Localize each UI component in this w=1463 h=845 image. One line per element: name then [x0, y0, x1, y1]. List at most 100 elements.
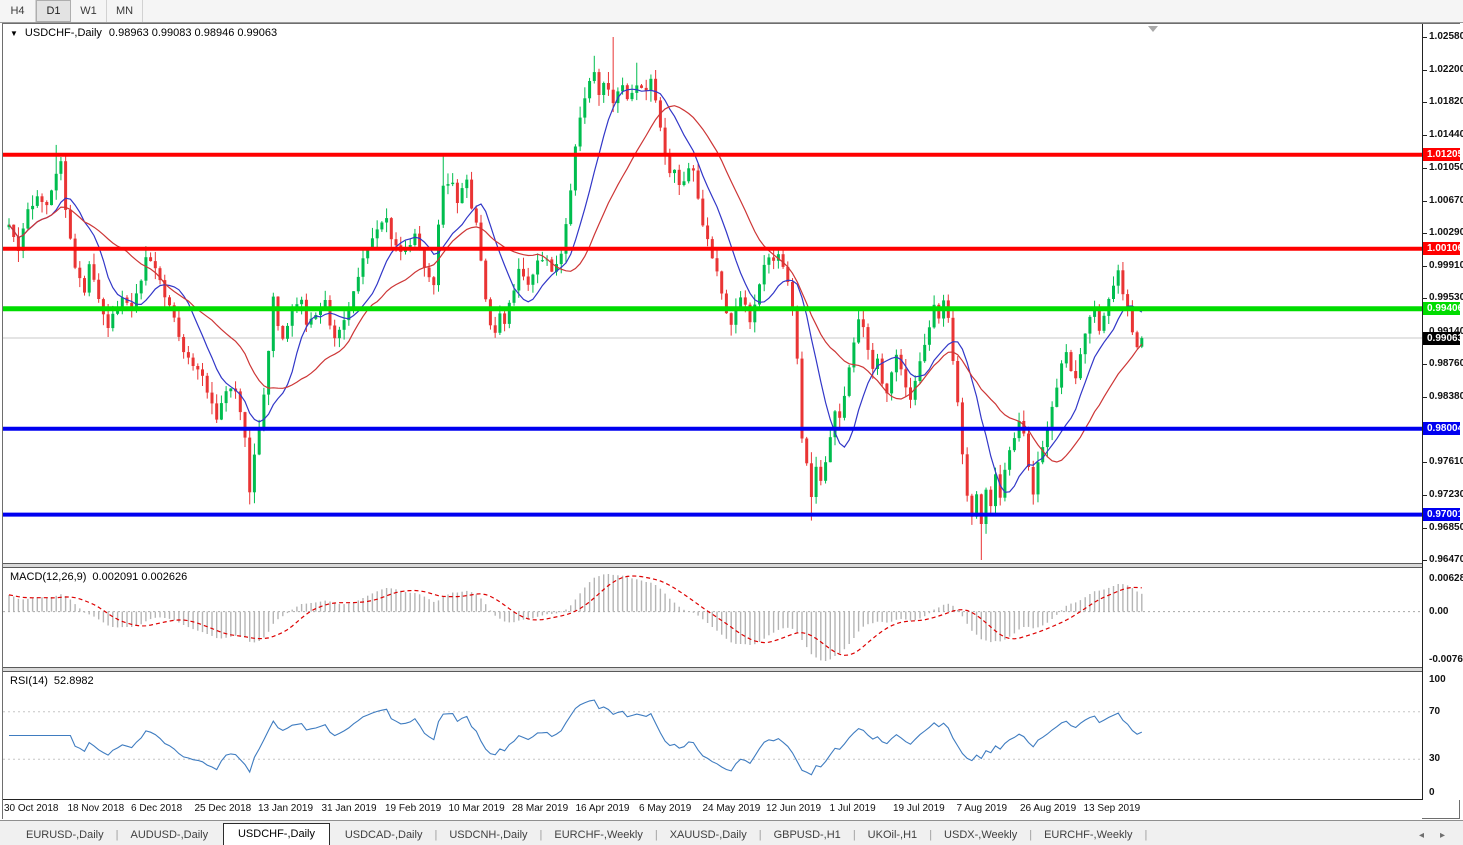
candlestick-canvas[interactable]: [3, 24, 1422, 563]
timeframe-toolbar: H4 D1 W1 MN: [0, 0, 1463, 23]
axis-tick: [1423, 168, 1427, 169]
tab-separator: |: [115, 829, 119, 841]
date-tick-label: 30 Oct 2018: [4, 803, 59, 814]
macd-label: MACD(12,26,9) 0.002091 0.002626: [10, 571, 188, 583]
date-tick-label: 13 Sep 2019: [1083, 803, 1141, 814]
date-tick-label: 19 Jul 2019: [893, 803, 945, 814]
current-price-tag: 0.99063: [1423, 331, 1463, 345]
tabs-scroll-left-icon[interactable]: ◂: [1418, 830, 1424, 841]
axis-tick: [1423, 37, 1427, 38]
main-chart-area[interactable]: ▼ USDCHF-,Daily 0.98963 0.99083 0.98946 …: [3, 24, 1422, 563]
axis-tick: [1423, 462, 1427, 464]
chevron-down-icon[interactable]: ▼: [10, 28, 18, 38]
chart-tab-2[interactable]: USDCHF-,Daily: [222, 823, 330, 845]
date-tick-label: 28 Mar 2019: [512, 803, 569, 814]
price-tick-label: 1.01050: [1429, 162, 1463, 173]
time-axis[interactable]: 30 Oct 2018 18 Nov 2018 6 Dec 2018 25 Dec 2…: [3, 799, 1422, 819]
macd-axis-max: 0.006286: [1429, 573, 1463, 584]
axis-tick: [1423, 233, 1427, 234]
tab-separator: |: [929, 829, 933, 841]
axis-tick: [1423, 527, 1427, 529]
date-tick-label: 26 Aug 2019: [1020, 803, 1077, 814]
sr-price-tag: 1.00106: [1423, 242, 1463, 256]
price-tick-label: 1.00670: [1429, 194, 1463, 206]
rsi-axis-100: 100: [1429, 674, 1446, 685]
macd-signal-line: [8, 575, 1142, 656]
price-tick-label: 0.97610: [1429, 456, 1463, 468]
tab-separator: |: [1144, 829, 1148, 841]
date-tick-label: 24 May 2019: [702, 803, 761, 814]
price-tick-label: 0.96470: [1429, 554, 1463, 565]
date-tick-label: 18 Nov 2018: [67, 803, 125, 814]
date-tick-label: 12 Jun 2019: [766, 803, 822, 814]
price-axis[interactable]: 1.02580 1.02200 1.01820 1.01440 1.01050 1.006…: [1422, 24, 1463, 800]
date-tick-label: 6 May 2019: [639, 803, 692, 814]
timeframe-button-h4[interactable]: H4: [0, 0, 36, 22]
tab-separator: |: [1029, 829, 1033, 841]
chart-tab-1[interactable]: AUDUSD-,Daily: [130, 829, 209, 841]
price-tick-label: 1.00290: [1429, 227, 1463, 238]
price-tick-label: 0.99910: [1429, 259, 1463, 271]
rsi-label: RSI(14) 52.8982: [10, 675, 94, 687]
timeframe-button-d1[interactable]: D1: [36, 0, 71, 22]
moving-average: [8, 88, 1143, 493]
date-tick-label: 6 Dec 2018: [131, 803, 183, 814]
price-tick-label: 0.98380: [1429, 390, 1463, 402]
chart-tab-8[interactable]: UKOil-,H1: [867, 829, 918, 841]
date-tick-label: 1 Jul 2019: [829, 803, 876, 814]
tabs-scroll-right-icon[interactable]: ▸: [1439, 830, 1445, 841]
tab-separator: |: [758, 829, 762, 841]
macd-histogram: [8, 574, 1143, 661]
macd-panel[interactable]: MACD(12,26,9) 0.002091 0.002626: [3, 568, 1422, 667]
timeframe-button-w1[interactable]: W1: [71, 0, 107, 22]
price-tick-label: 1.02200: [1429, 63, 1463, 75]
candles-bear: [12, 72, 1139, 524]
tab-separator: |: [654, 829, 658, 841]
axis-tick: [1423, 364, 1427, 365]
macd-axis-min: -0.00762: [1429, 654, 1463, 665]
chart-title: ▼ USDCHF-,Daily 0.98963 0.99083 0.98946 …: [10, 27, 277, 39]
axis-tick: [1423, 298, 1427, 300]
date-tick-label: 16 Apr 2019: [575, 803, 630, 814]
chart-tab-7[interactable]: GBPUSD-,H1: [773, 829, 841, 841]
panel-splitter[interactable]: [3, 563, 1422, 568]
chart-tab-bar: EURUSD-,Daily | AUDUSD-,Daily | USDCHF-,Dail…: [0, 820, 1463, 845]
sr-price-tag: 1.01205: [1423, 148, 1463, 162]
axis-tick: [1423, 495, 1427, 496]
chart-tab-0[interactable]: EURUSD-,Daily: [26, 829, 104, 841]
date-tick-label: 19 Feb 2019: [385, 803, 442, 814]
chart-tab-3[interactable]: USDCAD-,Daily: [344, 829, 423, 841]
chart-tab-4[interactable]: USDCNH-,Daily: [449, 829, 528, 841]
chart-tab-10[interactable]: EURCHF-,Weekly: [1044, 829, 1133, 841]
axis-tick: [1423, 102, 1427, 104]
chart-tab-9[interactable]: USDX-,Weekly: [944, 829, 1018, 841]
axis-tick: [1423, 134, 1427, 136]
date-tick-label: 25 Dec 2018: [194, 803, 252, 814]
rsi-axis-0: 0: [1429, 787, 1435, 798]
panel-splitter[interactable]: [3, 667, 1422, 672]
rsi-line: [9, 699, 1143, 776]
price-tick-label: 1.02580: [1429, 31, 1463, 42]
date-tick-label: 13 Jan 2019: [258, 803, 314, 814]
chart-symbol-label: USDCHF-,Daily: [24, 27, 102, 39]
chart-tab-5[interactable]: EURCHF-,Weekly: [554, 829, 643, 841]
chart-window: ▼ USDCHF-,Daily 0.98963 0.99083 0.98946 …: [2, 23, 1463, 819]
chart-tab-6[interactable]: XAUUSD-,Daily: [669, 829, 747, 841]
price-tick-label: 0.99530: [1429, 292, 1463, 304]
price-tick-label: 0.96850: [1429, 521, 1463, 533]
rsi-axis-30: 30: [1429, 753, 1441, 765]
chart-shift-marker-icon[interactable]: [1147, 26, 1158, 32]
axis-tick: [1423, 265, 1427, 267]
price-tick-label: 1.01440: [1429, 128, 1463, 140]
timeframe-button-mn[interactable]: MN: [107, 0, 143, 22]
axis-tick: [1423, 560, 1427, 561]
tab-separator: |: [539, 829, 543, 841]
price-tick-label: 0.97230: [1429, 489, 1463, 500]
rsi-axis-70: 70: [1429, 705, 1441, 717]
axis-tick: [1423, 200, 1427, 202]
macd-axis-zero: 0.00: [1429, 605, 1449, 617]
price-tick-label: 0.98760: [1429, 358, 1463, 369]
tab-separator: |: [434, 829, 438, 841]
rsi-panel[interactable]: RSI(14) 52.8982: [3, 672, 1422, 799]
